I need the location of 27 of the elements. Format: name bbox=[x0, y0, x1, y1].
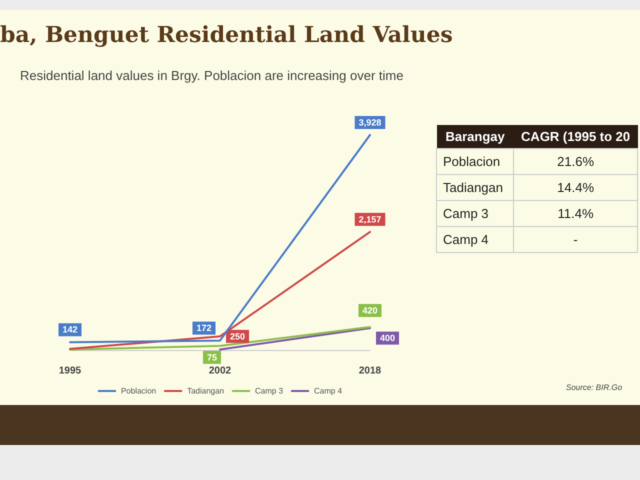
data-label: 400 bbox=[380, 333, 396, 344]
text: - bbox=[514, 226, 638, 252]
text: Barangay bbox=[436, 125, 514, 148]
legend-label: Tadiangan bbox=[187, 386, 224, 396]
text: 14.4% bbox=[514, 174, 638, 200]
chart-subtitle: Residential land values in Brgy. Poblacion are increasing over time bbox=[20, 68, 404, 83]
text: Tadiangan bbox=[436, 174, 514, 200]
text: Poblacion bbox=[436, 148, 514, 174]
legend-label: Camp 4 bbox=[314, 386, 343, 396]
data-label: 2,157 bbox=[358, 214, 382, 224]
text: CAGR (1995 to 20 bbox=[514, 125, 638, 148]
data-label: 172 bbox=[196, 323, 212, 334]
x-tick-label: 2002 bbox=[208, 366, 232, 376]
chart-title: ba, Benguet Residential Land Values bbox=[0, 22, 453, 48]
data-label: 142 bbox=[62, 324, 78, 335]
data-label: 420 bbox=[362, 306, 378, 316]
x-tick-label: 1995 bbox=[58, 366, 82, 376]
data-label: 75 bbox=[206, 352, 218, 362]
text: 21.6% bbox=[514, 148, 638, 174]
legend-label: Camp 3 bbox=[255, 386, 284, 396]
legend-label: Poblacion bbox=[120, 386, 156, 396]
data-label: 3,928 bbox=[358, 118, 382, 128]
x-tick-label: 2018 bbox=[358, 366, 382, 376]
source-note: Source: BIR.Go bbox=[566, 383, 622, 392]
text: Camp 3 bbox=[436, 200, 514, 226]
text: 11.4% bbox=[514, 200, 638, 226]
text: Camp 4 bbox=[436, 226, 514, 252]
